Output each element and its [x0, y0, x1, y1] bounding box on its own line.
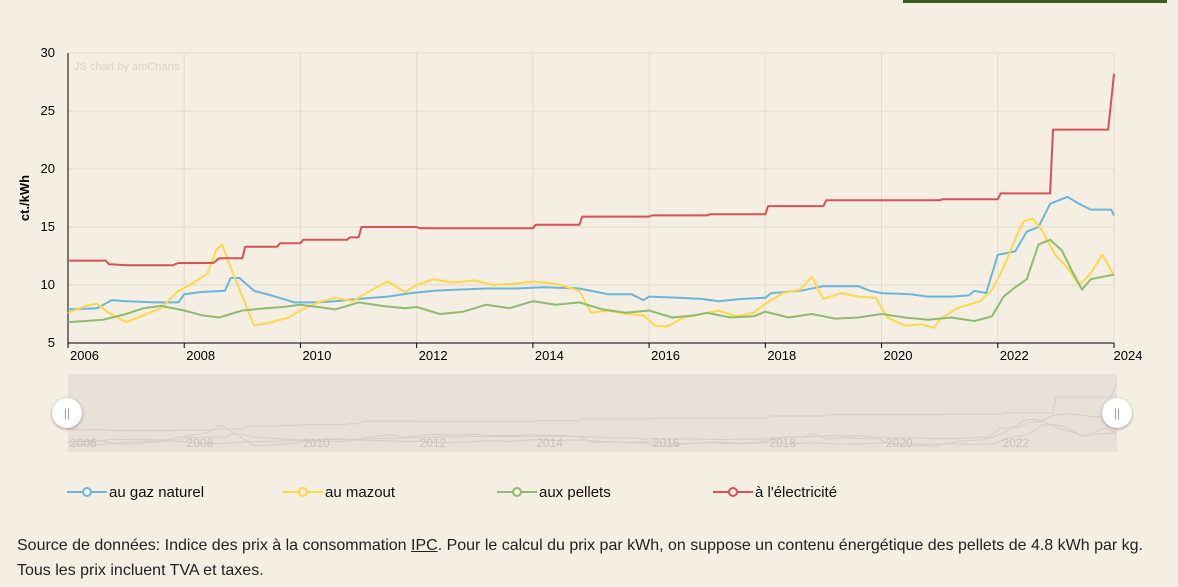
- scrollbar-preview-line: [67, 423, 1118, 446]
- scrollbar-preview: [67, 383, 1118, 447]
- legend: au gaz naturel au mazout aux pellets à l…: [0, 480, 1178, 504]
- legend-item-pellets[interactable]: aux pellets: [497, 480, 611, 504]
- watermark: JS chart by amCharts: [74, 61, 180, 73]
- legend-label: aux pellets: [539, 483, 611, 501]
- legend-label: au gaz naturel: [109, 483, 205, 501]
- scrollbar-label: 2020: [886, 436, 913, 450]
- series-line-aux-pellets: [67, 238, 1115, 324]
- x-tick-label: 2018: [767, 348, 796, 363]
- series-line--l-lectricit-: [68, 73, 1115, 267]
- scrollbar-label: 2006: [70, 436, 97, 450]
- x-tick-label: 2014: [535, 348, 564, 363]
- x-tick-label: 2006: [70, 348, 99, 363]
- grip-icon: ||: [63, 406, 71, 420]
- source-prefix: Source de données: Indice des prix à la …: [17, 537, 412, 554]
- y-tick-label: 20: [41, 161, 55, 176]
- series-lines: [67, 73, 1115, 329]
- source-suffix: . Pour le calcul du prix par kWh, on sup…: [17, 537, 1143, 579]
- x-tick-label: 2020: [884, 348, 913, 363]
- source-note: Source de données: Indice des prix à la …: [17, 533, 1167, 583]
- scrollbar-left-handle[interactable]: ||: [52, 398, 82, 428]
- scrollbar-label: 2008: [187, 436, 214, 450]
- x-tick-label: 2012: [419, 348, 448, 363]
- scrollbar-labels: 2006 2008 2010 2012 2014 2016 2018 2020 2022: [70, 436, 1029, 450]
- scrollbar-label: 2018: [769, 436, 796, 450]
- grip-icon: ||: [1113, 406, 1121, 420]
- x-tick-label: 2010: [302, 348, 331, 363]
- x-axis: 2006 2008 2010 2012 2014 2016 2018 2020 2022 2024: [67, 342, 1143, 363]
- y-tick-label: 15: [41, 219, 55, 234]
- scrollbar-label: 2022: [1002, 436, 1029, 450]
- scrollbar-label: 2014: [536, 436, 563, 450]
- legend-item-electricity[interactable]: à l'électricité: [713, 480, 837, 504]
- legend-marker-icon: [283, 480, 323, 504]
- ipc-link[interactable]: IPC: [411, 537, 438, 554]
- x-tick-label: 2024: [1114, 348, 1143, 363]
- legend-marker-icon: [67, 480, 107, 504]
- legend-item-gas[interactable]: au gaz naturel: [67, 480, 204, 504]
- y-axis: 5 10 15 20 25 30: [41, 45, 69, 350]
- y-tick-label: 25: [41, 103, 55, 118]
- y-tick-label: 10: [41, 277, 55, 292]
- legend-marker-icon: [713, 480, 753, 504]
- legend-item-oil[interactable]: au mazout: [283, 480, 395, 504]
- x-tick-label: 2022: [1000, 348, 1029, 363]
- x-tick-label: 2016: [651, 348, 680, 363]
- legend-marker-icon: [497, 480, 537, 504]
- y-tick-label: 5: [48, 335, 55, 350]
- grid-lines: [67, 52, 1115, 344]
- scrollbar-label: 2010: [303, 436, 330, 450]
- scrollbar-right-handle[interactable]: ||: [1102, 398, 1132, 428]
- scrollbar-label: 2016: [653, 436, 680, 450]
- scrollbar-preview-line: [68, 383, 1118, 432]
- scrollbar-label: 2012: [420, 436, 447, 450]
- x-tick-label: 2008: [186, 348, 215, 363]
- y-tick-label: 30: [41, 45, 55, 60]
- legend-label: au mazout: [325, 483, 396, 501]
- top-accent-bar: [903, 0, 1167, 3]
- y-axis-label: ct./kWh: [17, 175, 32, 221]
- series-line-au-mazout: [67, 217, 1115, 329]
- plot-area: [68, 53, 1114, 343]
- legend-label: à l'électricité: [755, 483, 838, 501]
